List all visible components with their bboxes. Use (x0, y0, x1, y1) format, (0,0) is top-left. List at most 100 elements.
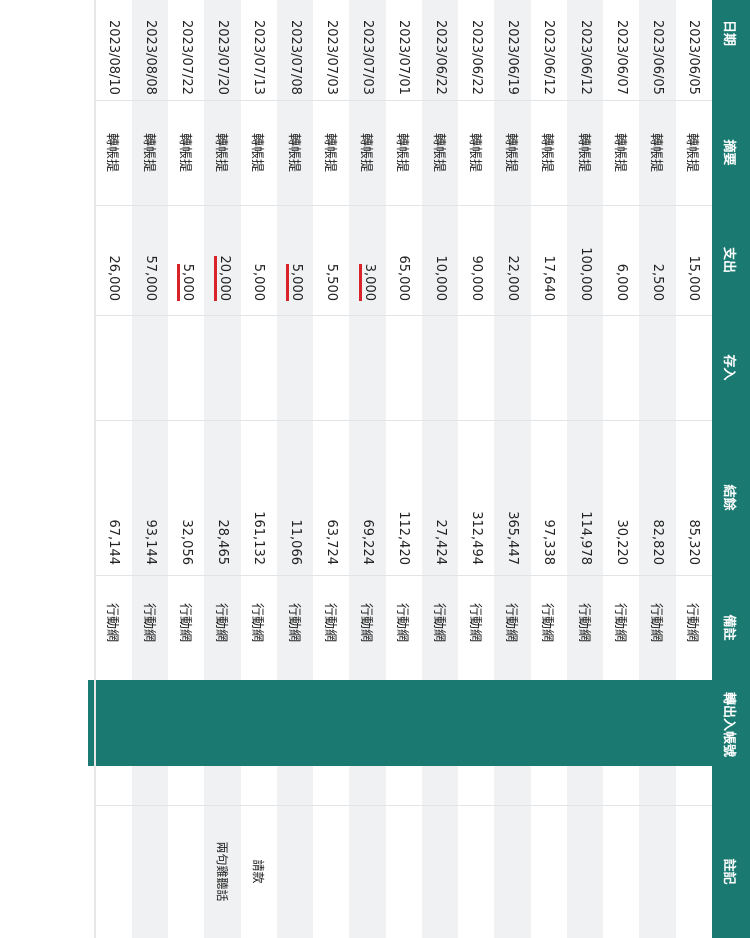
cell-text: 93,144 (142, 519, 158, 566)
cell-text: 5,000 (251, 263, 267, 301)
cell-date: 2023/08/10 (96, 0, 132, 100)
cell-text: 行動網 (394, 603, 410, 643)
cell-text: 2023/07/03 (323, 20, 339, 95)
cell-text: 轉帳提 (358, 132, 374, 172)
cell-debit: 5,000 (168, 205, 204, 315)
column-divider (96, 315, 712, 316)
cell-date: 2023/06/05 (640, 0, 676, 100)
cell-text: 轉帳提 (321, 132, 337, 172)
cell-balance: 82,820 (640, 420, 676, 575)
cell-balance: 114,978 (567, 420, 603, 575)
cell-note: 行動網 (168, 575, 204, 680)
cell-text: 2023/08/08 (142, 20, 158, 95)
cell-text: 轉帳提 (285, 132, 301, 172)
cell-text: 11,066 (287, 519, 303, 566)
cell-date: 2023/06/12 (531, 0, 567, 100)
cell-balance: 97,338 (531, 420, 567, 575)
cell-date: 2023/06/07 (603, 0, 639, 100)
cell-text: 161,132 (251, 511, 267, 565)
cell-text: 轉帳提 (249, 132, 265, 172)
cell-balance: 27,424 (422, 420, 458, 575)
cell-text: 行動網 (321, 603, 337, 643)
cell-text: 97,338 (541, 519, 557, 566)
cell-note: 行動網 (458, 575, 494, 680)
cell-summary: 轉帳提 (531, 100, 567, 205)
cell-text: 轉帳提 (648, 132, 664, 172)
cell-debit: 15,000 (676, 205, 712, 315)
cell-remark: 兩句雞聽話 (205, 805, 241, 938)
cell-debit: 3,000 (350, 205, 386, 315)
column-divider (96, 420, 712, 421)
cell-debit: 65,000 (386, 205, 422, 315)
cell-balance: 312,494 (458, 420, 494, 575)
column-divider (96, 100, 712, 101)
cell-text: 2023/08/10 (106, 20, 122, 95)
cell-text: 5,500 (323, 263, 339, 301)
cell-text: 行動網 (176, 603, 192, 643)
cell-summary: 轉帳提 (676, 100, 712, 205)
cell-text: 轉帳提 (213, 132, 229, 172)
column-divider (96, 575, 712, 576)
cell-text: 行動網 (611, 603, 627, 643)
cell-text: 32,056 (178, 519, 194, 566)
cell-debit: 26,000 (96, 205, 132, 315)
cell-debit: 5,000 (241, 205, 277, 315)
cell-text: 20,000 (213, 255, 232, 301)
cell-note: 行動網 (241, 575, 277, 680)
cell-text: 轉帳提 (575, 132, 591, 172)
cell-summary: 轉帳提 (96, 100, 132, 205)
cell-note: 行動網 (277, 575, 313, 680)
cell-text: 轉帳提 (104, 132, 120, 172)
cell-summary: 轉帳提 (495, 100, 531, 205)
cell-text: 轉帳提 (684, 132, 700, 172)
cell-date: 2023/06/12 (567, 0, 603, 100)
cell-note: 行動網 (313, 575, 349, 680)
cell-note: 行動網 (603, 575, 639, 680)
cell-text: 2023/07/08 (287, 20, 303, 95)
cell-text: 行動網 (285, 603, 301, 643)
cell-debit: 10,000 (422, 205, 458, 315)
cell-summary: 轉帳提 (168, 100, 204, 205)
cell-text: 27,424 (432, 519, 448, 566)
cell-text: 82,820 (650, 519, 666, 566)
cell-text: 90,000 (468, 255, 484, 302)
cell-text: 2023/06/05 (650, 20, 666, 95)
cell-text: 行動網 (575, 603, 591, 643)
cell-date: 2023/07/03 (313, 0, 349, 100)
cell-debit: 17,640 (531, 205, 567, 315)
cell-summary: 轉帳提 (205, 100, 241, 205)
cell-note: 行動網 (676, 575, 712, 680)
cell-note: 行動網 (386, 575, 422, 680)
cell-text: 轉帳提 (539, 132, 555, 172)
column-header: 支出 (721, 246, 737, 273)
cell-balance: 93,144 (132, 420, 168, 575)
cell-text: 行動網 (358, 603, 374, 643)
cell-text: 10,000 (432, 255, 448, 302)
cell-summary: 轉帳提 (132, 100, 168, 205)
table-edge (94, 0, 96, 938)
column-header: 註記 (721, 858, 737, 885)
cell-text: 2023/06/07 (613, 20, 629, 95)
column-header: 備註 (721, 614, 737, 641)
cell-text: 2023/07/01 (396, 20, 412, 95)
cell-date: 2023/07/08 (277, 0, 313, 100)
cell-text: 轉帳提 (466, 132, 482, 172)
cell-summary: 轉帳提 (350, 100, 386, 205)
cell-text: 65,000 (396, 255, 412, 302)
cell-text: 2023/06/12 (541, 20, 557, 95)
cell-text: 2023/07/13 (251, 20, 267, 95)
cell-debit: 5,500 (313, 205, 349, 315)
cell-debit: 90,000 (458, 205, 494, 315)
cell-summary: 轉帳提 (603, 100, 639, 205)
cell-debit: 20,000 (205, 205, 241, 315)
cell-text: 17,640 (541, 255, 557, 302)
cell-text: 行動網 (684, 603, 700, 643)
cell-remark: 請款 (241, 805, 277, 938)
